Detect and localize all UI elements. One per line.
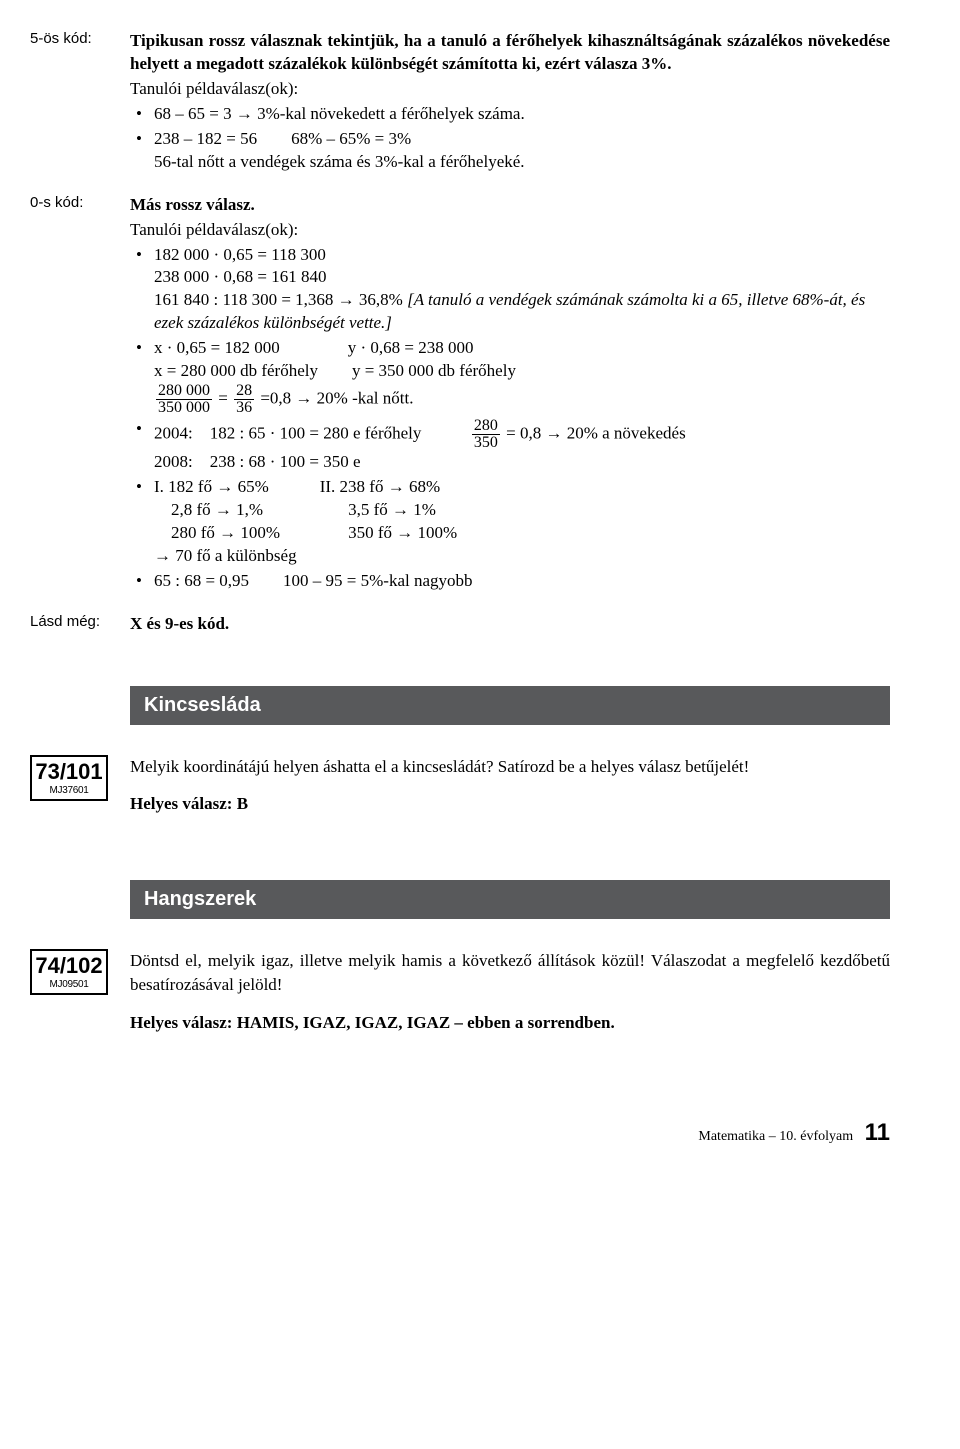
question-content: Melyik koordinátájú helyen áshatta el a … [130,755,890,831]
list-item: 182 000 · 0,65 = 118 300 238 000 · 0,68 … [154,244,890,336]
code-0-list: 182 000 · 0,65 = 118 300 238 000 · 0,68 … [130,244,890,593]
list-item: 238 – 182 = 56 68% – 65% = 3% 56-tal nőt… [154,128,890,174]
text: 56-tal nőtt a vendégek száma és 3%-kal a… [154,152,525,171]
fraction: 280 350 [472,418,500,451]
list-item: 2004: 182 : 65 · 100 = 280 e férőhely 28… [154,418,890,474]
question-text: Döntsd el, melyik igaz, illetve melyik h… [130,949,890,997]
code-0-block: 0-s kód: Más rossz válasz. Tanulói példa… [30,194,890,595]
list-item: I. 182 fő → 65% II. 238 fő → 68% 2,8 fő … [154,476,890,568]
section-heading-hangszerek: Hangszerek [130,880,890,919]
question-code: MJ09501 [34,979,104,990]
footer-text: Matematika – 10. évfolyam [698,1129,853,1144]
list-item: 68 – 65 = 3 → 3%-kal növekedett a férőhe… [154,103,890,126]
numerator: 28 [234,383,254,400]
fraction: 28 36 [234,383,254,416]
question-74-102: 74/102 MJ09501 Döntsd el, melyik igaz, i… [30,949,890,1048]
question-badge: 74/102 MJ09501 [30,949,108,995]
text: x = 280 000 db férőhely y = 350 000 db f… [154,361,516,380]
see-also-text: X és 9-es kód. [130,613,890,636]
list-item: 65 : 68 = 0,95 100 – 95 = 5%-kal nagyobb [154,570,890,593]
question-73-101: 73/101 MJ37601 Melyik koordinátájú helye… [30,755,890,831]
text: 2008: 238 : 68 · 100 = 350 e [154,452,361,471]
numerator: 280 000 [156,383,212,400]
denominator: 36 [234,400,254,416]
code-5-list: 68 – 65 = 3 → 3%-kal növekedett a férőhe… [130,103,890,174]
text: 238 – 182 = 56 68% – 65% = 3% [154,129,411,148]
text: 161 840 : 118 300 = 1,368 → 36,8% [154,290,407,309]
denominator: 350 [472,435,500,451]
question-badge: 73/101 MJ37601 [30,755,108,801]
text: 238 000 · 0,68 = 161 840 [154,267,327,286]
question-answer: Helyes válasz: HAMIS, IGAZ, IGAZ, IGAZ –… [130,1011,890,1035]
text: → 70 fő a különbség [154,546,297,565]
question-number: 74/102 [34,955,104,977]
text: x · 0,65 = 182 000 y · 0,68 = 238 000 [154,338,474,357]
text: = 0,8 → 20% a növekedés [506,424,686,443]
text: 280 fő → 100% 350 fő → 100% [154,523,457,542]
text: I. 182 fő → 65% II. 238 fő → 68% [154,477,440,496]
text: 2,8 fő → 1,% 3,5 fő → 1% [154,500,436,519]
question-text: Melyik koordinátájú helyen áshatta el a … [130,755,890,779]
code-0-content: Más rossz válasz. Tanulói példaválasz(ok… [130,194,890,595]
question-answer: Helyes válasz: B [130,792,890,816]
code-0-sub: Tanulói példaválasz(ok): [130,219,890,242]
page-footer: Matematika – 10. évfolyam 11 [30,1119,890,1147]
text: =0,8 → 20% -kal nőtt. [260,389,413,408]
question-number: 73/101 [34,761,104,783]
text: 182 000 · 0,65 = 118 300 [154,245,326,264]
numerator: 280 [472,418,500,435]
text: 2004: 182 : 65 · 100 = 280 e férőhely [154,424,421,443]
text: = [218,389,232,408]
code-5-block: 5-ös kód: Tipikusan rossz válasznak teki… [30,30,890,176]
code-5-content: Tipikusan rossz válasznak tekintjük, ha … [130,30,890,176]
see-also-block: Lásd még: X és 9-es kód. [30,613,890,636]
fraction: 280 000 350 000 [156,383,212,416]
list-item: x · 0,65 = 182 000 y · 0,68 = 238 000 x … [154,337,890,416]
question-content: Döntsd el, melyik igaz, illetve melyik h… [130,949,890,1048]
code-5-heading: Tipikusan rossz válasznak tekintjük, ha … [130,30,890,76]
see-also-label: Lásd még: [30,613,130,636]
section-heading-kincseslada: Kincsesláda [130,686,890,725]
code-0-label: 0-s kód: [30,194,130,595]
page-number: 11 [865,1119,890,1146]
code-0-heading: Más rossz válasz. [130,194,890,217]
question-code: MJ37601 [34,785,104,796]
code-5-label: 5-ös kód: [30,30,130,176]
code-5-sub: Tanulói példaválasz(ok): [130,78,890,101]
denominator: 350 000 [156,400,212,416]
